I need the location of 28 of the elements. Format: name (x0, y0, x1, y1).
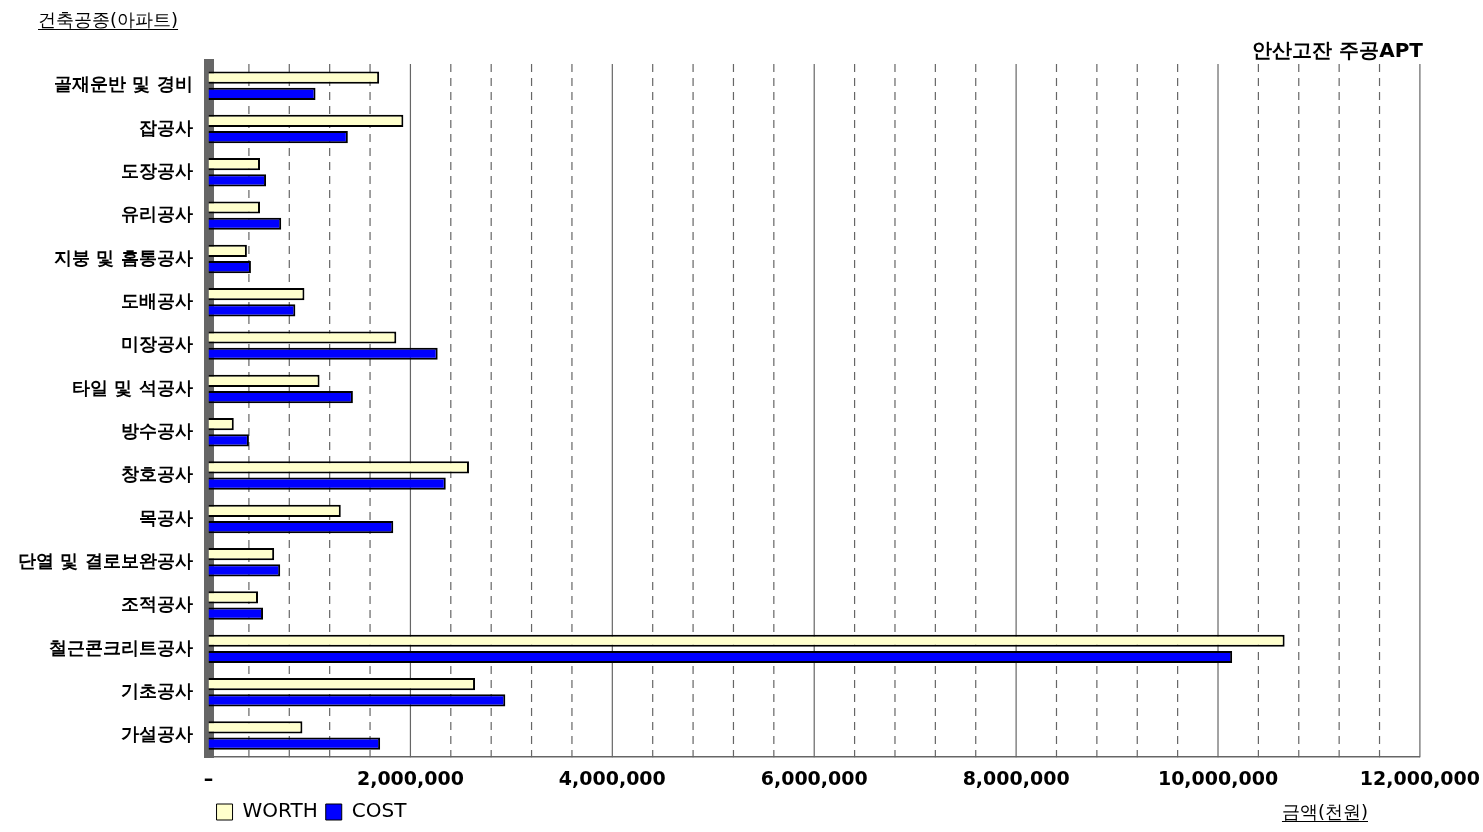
y-tick-label: 지붕 및 홈통공사 (53, 246, 193, 268)
y-tick-label: 가설공사 (120, 723, 193, 745)
y-tick-label: 잡공사 (138, 116, 193, 138)
y-tick-label: 조적공사 (120, 593, 193, 615)
x-tick-label: 8,000,000 (962, 766, 1070, 789)
x-tick-label: 12,000,000 (1359, 766, 1480, 789)
chart-title: 안산고잔 주공APT (1252, 38, 1424, 63)
y-tick-label: 철근콘크리트공사 (48, 636, 193, 658)
x-tick-label: 10,000,000 (1157, 766, 1279, 789)
y-tick-label: 유리공사 (120, 203, 193, 225)
y-tick-label: 타일 및 석공사 (71, 376, 193, 398)
y-tick-label: 골재운반 및 경비 (53, 73, 193, 95)
y-tick-label: 방수공사 (120, 419, 193, 441)
y-tick-label: 도배공사 (120, 289, 193, 311)
x-tick-label: 6,000,000 (760, 766, 868, 789)
y-tick-label: 도장공사 (120, 159, 193, 181)
y-tick-label: 기초공사 (120, 679, 193, 701)
y-tick-label: 단열 및 결로보완공사 (17, 549, 193, 571)
y-tick-label: 목공사 (138, 506, 193, 528)
x-tick-label: – (203, 766, 214, 789)
x-tick-label: 2,000,000 (356, 766, 464, 789)
y-tick-label: 미장공사 (120, 333, 193, 355)
legend-label: COST (351, 798, 408, 823)
y-tick-label: 창호공사 (120, 463, 193, 485)
y-axis-title: 건축공종(아파트) (38, 9, 179, 30)
x-axis-title: 금액(천원) (1281, 801, 1368, 822)
legend-label: WORTH (242, 798, 318, 823)
x-tick-label: 4,000,000 (558, 766, 666, 789)
